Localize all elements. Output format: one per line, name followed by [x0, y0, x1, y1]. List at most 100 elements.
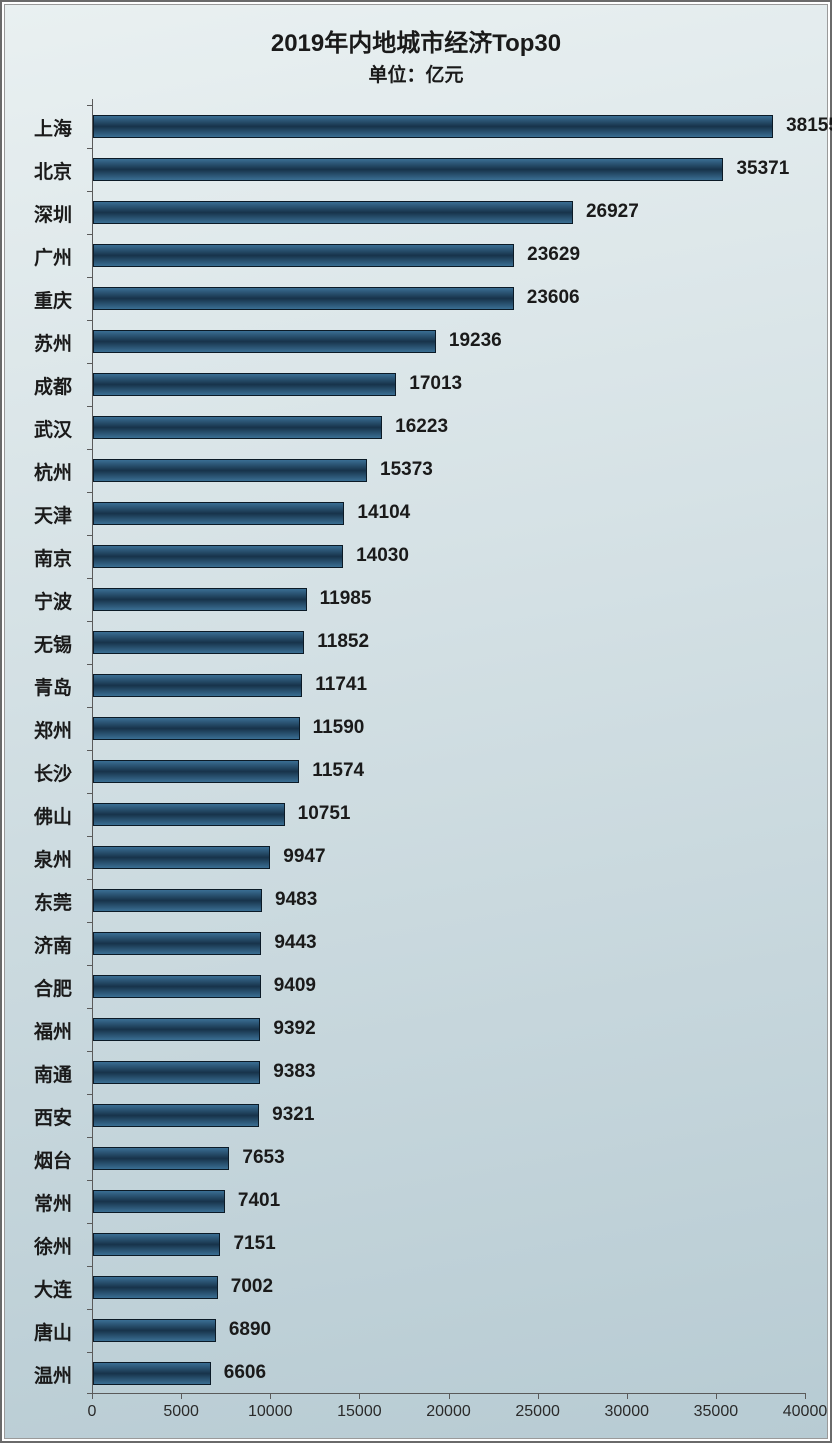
- value-label: 9483: [275, 889, 317, 911]
- category-label: 天津: [2, 501, 72, 528]
- bar: [93, 1276, 218, 1299]
- category-label: 烟台: [2, 1146, 72, 1173]
- category-label: 成都: [2, 372, 72, 399]
- value-label: 9947: [283, 846, 325, 868]
- category-label: 徐州: [2, 1232, 72, 1259]
- value-label: 38155: [786, 115, 832, 137]
- bar: [93, 1018, 260, 1041]
- y-axis-tick: [87, 1266, 92, 1267]
- category-label: 南京: [2, 544, 72, 571]
- x-tick-label: 40000: [783, 1403, 828, 1421]
- category-label: 常州: [2, 1189, 72, 1216]
- y-axis-tick: [87, 234, 92, 235]
- y-axis-tick: [87, 1051, 92, 1052]
- y-axis-tick: [87, 1137, 92, 1138]
- category-label: 青岛: [2, 673, 72, 700]
- x-tick-label: 15000: [337, 1403, 382, 1421]
- x-tick: [92, 1393, 93, 1399]
- value-label: 9392: [273, 1018, 315, 1040]
- bar: [93, 1319, 216, 1342]
- value-label: 7151: [233, 1233, 275, 1255]
- bar: [93, 330, 436, 353]
- value-label: 9383: [273, 1061, 315, 1083]
- category-label: 合肥: [2, 974, 72, 1001]
- category-label: 泉州: [2, 845, 72, 872]
- y-axis-tick: [87, 1180, 92, 1181]
- bar: [93, 889, 262, 912]
- y-axis-tick: [87, 836, 92, 837]
- bar: [93, 588, 307, 611]
- x-tick-label: 10000: [248, 1403, 293, 1421]
- value-label: 11590: [313, 717, 365, 739]
- category-label: 苏州: [2, 329, 72, 356]
- value-label: 35371: [736, 158, 789, 180]
- x-tick: [716, 1393, 717, 1399]
- bar: [93, 545, 343, 568]
- bar: [93, 1147, 229, 1170]
- category-label: 南通: [2, 1060, 72, 1087]
- value-label: 14104: [357, 502, 410, 524]
- chart-frame: 2019年内地城市经济Top30 单位：亿元 05000100001500020…: [0, 0, 832, 1443]
- bar: [93, 502, 344, 525]
- x-tick-label: 35000: [694, 1403, 739, 1421]
- x-tick: [359, 1393, 360, 1399]
- category-label: 佛山: [2, 802, 72, 829]
- bar: [93, 1362, 211, 1385]
- category-label: 温州: [2, 1361, 72, 1388]
- y-axis-tick: [87, 406, 92, 407]
- category-label: 无锡: [2, 630, 72, 657]
- category-label: 上海: [2, 114, 72, 141]
- category-label: 重庆: [2, 286, 72, 313]
- chart-title: 2019年内地城市经济Top30: [5, 23, 827, 58]
- value-label: 6606: [224, 1362, 266, 1384]
- x-tick: [270, 1393, 271, 1399]
- category-label: 郑州: [2, 716, 72, 743]
- category-label: 大连: [2, 1275, 72, 1302]
- y-axis-tick: [87, 277, 92, 278]
- value-label: 16223: [395, 416, 448, 438]
- chart-subtitle: 单位：亿元: [5, 60, 827, 87]
- bar: [93, 459, 367, 482]
- y-axis-tick: [87, 148, 92, 149]
- bar: [93, 1104, 259, 1127]
- y-axis-tick: [87, 1352, 92, 1353]
- y-axis-tick: [87, 191, 92, 192]
- y-axis-tick: [87, 1393, 92, 1394]
- bar: [93, 975, 261, 998]
- value-label: 11852: [317, 631, 369, 653]
- bar: [93, 158, 723, 181]
- chart-inner: 2019年内地城市经济Top30 单位：亿元 05000100001500020…: [4, 4, 828, 1439]
- y-axis-tick: [87, 1008, 92, 1009]
- value-label: 11741: [315, 674, 367, 696]
- value-label: 7401: [238, 1190, 280, 1212]
- bar: [93, 932, 261, 955]
- bar: [93, 846, 270, 869]
- y-axis-tick: [87, 320, 92, 321]
- y-axis-tick: [87, 105, 92, 106]
- value-label: 11574: [312, 760, 364, 782]
- y-axis-tick: [87, 879, 92, 880]
- category-label: 福州: [2, 1017, 72, 1044]
- x-tick-label: 0: [88, 1403, 97, 1421]
- x-tick-label: 30000: [605, 1403, 650, 1421]
- bar: [93, 373, 396, 396]
- y-axis-tick: [87, 1223, 92, 1224]
- y-axis-tick: [87, 1094, 92, 1095]
- bar: [93, 244, 514, 267]
- value-label: 15373: [380, 459, 433, 481]
- bar: [93, 1190, 225, 1213]
- bar: [93, 201, 573, 224]
- value-label: 9321: [272, 1104, 314, 1126]
- y-axis-tick: [87, 793, 92, 794]
- category-label: 济南: [2, 931, 72, 958]
- bar: [93, 760, 299, 783]
- value-label: 19236: [449, 330, 502, 352]
- y-axis-tick: [87, 707, 92, 708]
- x-tick: [627, 1393, 628, 1399]
- category-label: 西安: [2, 1103, 72, 1130]
- y-axis-tick: [87, 363, 92, 364]
- value-label: 14030: [356, 545, 409, 567]
- x-tick-label: 25000: [515, 1403, 560, 1421]
- y-axis-tick: [87, 492, 92, 493]
- y-axis-tick: [87, 750, 92, 751]
